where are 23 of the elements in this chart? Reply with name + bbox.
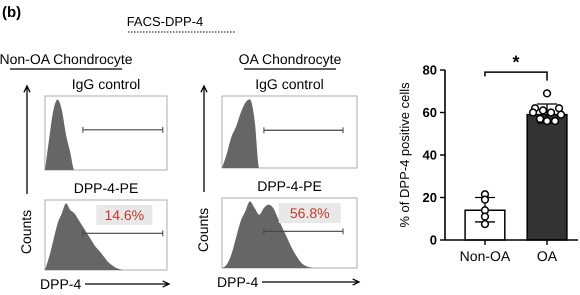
- chart-title: DPP-4-PE: [257, 178, 322, 194]
- chart-title: DPP-4-PE: [74, 180, 138, 196]
- y-tick-label: 40: [422, 148, 437, 162]
- y-tick-label: 0: [430, 232, 437, 248]
- text: (b): [2, 4, 22, 21]
- x-tick-label: OA: [536, 248, 558, 264]
- text: FACS-DPP-4: [126, 14, 204, 29]
- y-tick-label: 60: [422, 105, 437, 120]
- text: OA Chondrocyte: [238, 51, 342, 67]
- y-axis-title: Counts: [18, 210, 34, 254]
- annotation: *: [512, 52, 520, 72]
- y-tick-label: 20: [422, 190, 437, 205]
- chart-title: IgG control: [255, 76, 324, 92]
- y-tick-label: 80: [422, 62, 437, 78]
- chart-title: IgG control: [72, 76, 140, 92]
- x-axis-title: DPP-4: [40, 276, 82, 292]
- y-axis-title: Counts: [195, 208, 211, 252]
- x-axis-title: DPP-4: [217, 274, 258, 290]
- annotation: 14.6%: [104, 207, 144, 223]
- annotation: 56.8%: [290, 205, 330, 221]
- text: Non-OA Chondrocyte: [0, 51, 133, 67]
- y-axis-title: % of DPP-4 positive cells: [397, 82, 412, 228]
- x-tick-label: Non-OA: [460, 248, 511, 264]
